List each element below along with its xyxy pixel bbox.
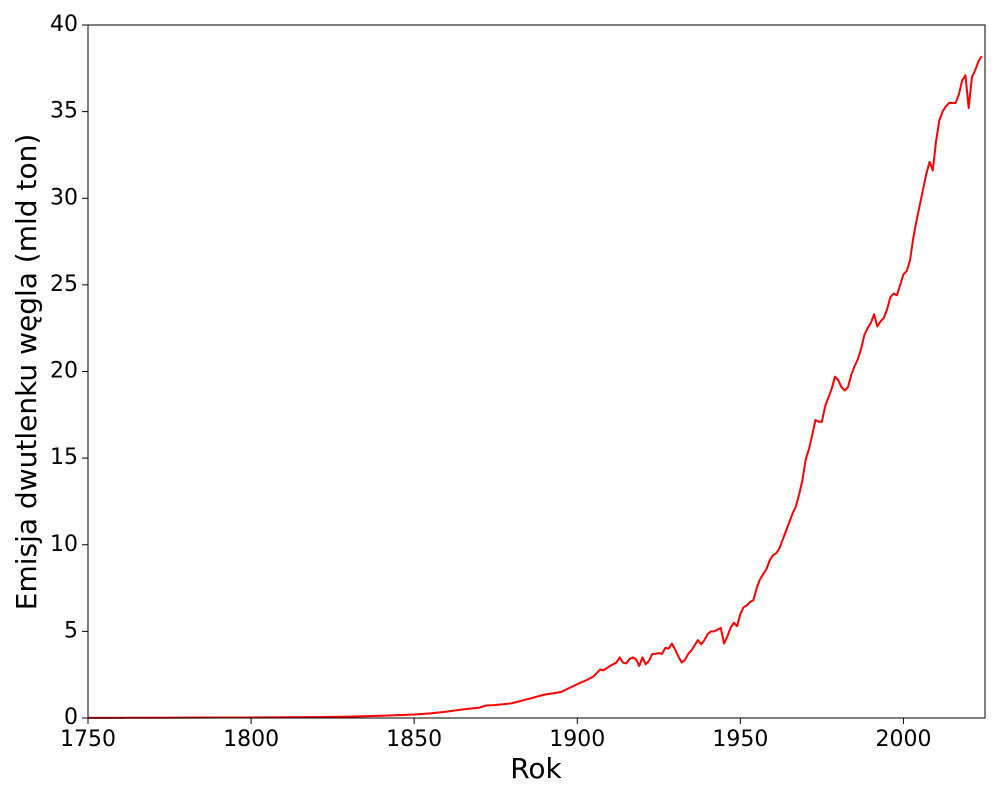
y-tick-label: 15 [50,445,78,470]
y-tick-label: 20 [50,359,78,384]
data-line [87,55,983,719]
y-tick-label: 25 [50,272,78,297]
x-tick-label: 1850 [386,727,442,752]
y-axis-label: Emisja dwutlenku węgla (mld ton) [10,134,43,611]
x-tick-label: 1800 [223,727,279,752]
x-tick-label: 2000 [875,727,931,752]
y-tick-label: 35 [50,99,78,124]
x-tick-label: 1750 [60,727,116,752]
y-tick-label: 30 [50,185,78,210]
x-tick-label: 1900 [549,727,605,752]
y-tick-label: 40 [50,12,78,37]
x-axis-label: Rok [510,752,562,785]
x-tick-label: 1950 [712,727,768,752]
y-tick-label: 10 [50,532,78,557]
plot-frame [87,24,986,719]
y-tick-label: 5 [64,618,78,643]
y-tick-label: 0 [64,705,78,730]
